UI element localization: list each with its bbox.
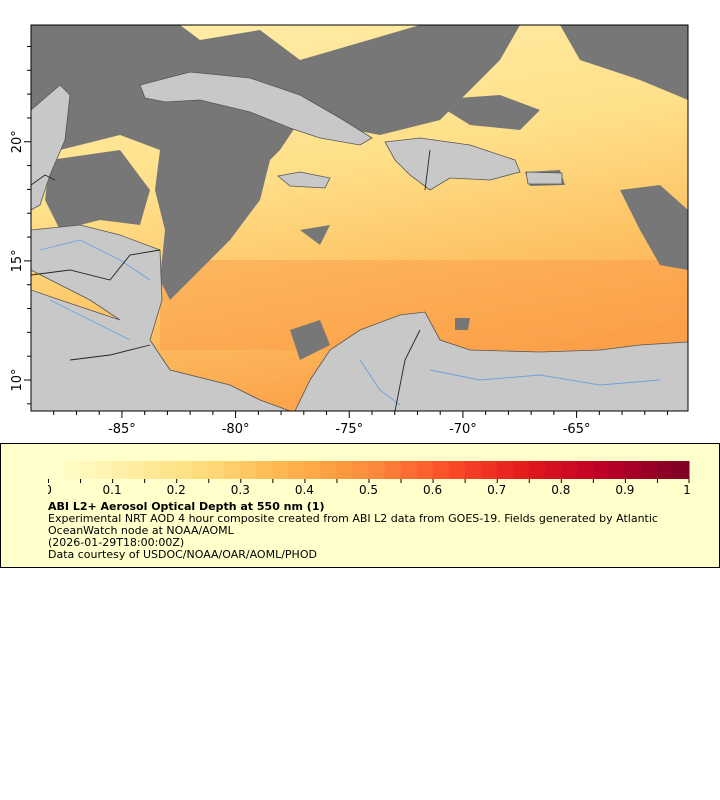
colorbar-label: 0.3	[231, 483, 250, 497]
puerto-rico	[525, 171, 563, 185]
colorbar-label: 0.4	[295, 483, 314, 497]
map-frame	[30, 24, 689, 412]
legend-description: Experimental NRT AOD 4 hour composite cr…	[48, 512, 658, 537]
colorbar-label: 0.6	[423, 483, 442, 497]
colorbar-swatch	[400, 461, 418, 479]
lon-tick-label: -65°	[563, 422, 591, 437]
colorbar-swatch	[48, 461, 65, 479]
colorbar-swatch	[464, 461, 482, 479]
colorbar-swatch	[384, 461, 402, 479]
colorbar-label: 0.7	[487, 483, 506, 497]
colorbar-swatch	[640, 461, 658, 479]
colorbar-swatch	[208, 461, 225, 479]
legend-panel: 0 0.1 0.2 0.3 0.4 0.5 0.6 0.7 0.8 0.9 1 ABI L2+ Ae…	[0, 443, 720, 568]
lat-tick-label: 20°	[10, 130, 25, 153]
country-borders	[31, 149, 431, 411]
lon-tick-label: -70°	[449, 422, 477, 437]
cuba	[139, 71, 373, 146]
colorbar-swatch	[256, 461, 273, 479]
colorbar-swatch	[160, 461, 177, 479]
colorbar-swatch	[656, 461, 674, 479]
lon-tick-label: -75°	[335, 422, 363, 437]
colorbar-swatch	[176, 461, 193, 479]
lat-tick-label: 10°	[10, 369, 25, 392]
colorbar-swatch	[80, 461, 97, 479]
lon-tick-label: -80°	[222, 422, 250, 437]
hispaniola	[384, 137, 521, 191]
legend-credit: Data courtesy of USDOC/NOAA/OAR/AOML/PHO…	[48, 548, 317, 561]
colorbar-swatch	[448, 461, 466, 479]
jamaica	[277, 171, 331, 189]
colorbar-swatch	[368, 461, 386, 479]
lat-axis: 20° 15° 10°	[10, 45, 31, 405]
colorbar-swatch	[320, 461, 337, 479]
aod-map: -85° -80° -75° -70° -65° 20° 15° 10°	[10, 24, 689, 437]
colorbar-label: 0.5	[359, 483, 378, 497]
central-america	[31, 224, 291, 411]
colorbar-swatch	[224, 461, 241, 479]
rivers	[39, 239, 661, 406]
colorbar-label: 0.9	[615, 483, 634, 497]
colorbar-label: 0.2	[167, 483, 186, 497]
colorbar-swatch	[576, 461, 594, 479]
colorbar-label: 0.8	[551, 483, 570, 497]
colorbar-swatch	[672, 461, 690, 479]
south-america	[294, 311, 688, 411]
lat-tick-label: 15°	[10, 249, 25, 272]
colorbar-swatch	[608, 461, 626, 479]
colorbar-label: 0.1	[103, 483, 122, 497]
colorbar-swatch	[432, 461, 450, 479]
colorbar-swatch	[480, 461, 498, 479]
colorbar-swatch	[496, 461, 514, 479]
lon-tick-label: -85°	[108, 422, 136, 437]
colorbar-label: 1	[683, 483, 691, 497]
colorbar-swatch	[624, 461, 642, 479]
colorbar: 0 0.1 0.2 0.3 0.4 0.5 0.6 0.7 0.8 0.9 1	[48, 461, 691, 497]
legend-time: (2026-01-29T18:00:00Z)	[48, 536, 185, 549]
colorbar-swatch	[112, 461, 129, 479]
colorbar-swatch	[352, 461, 369, 479]
colorbar-swatch	[64, 461, 81, 479]
colorbar-swatch	[288, 461, 305, 479]
land-masses	[31, 71, 688, 411]
colorbar-label: 0	[48, 483, 52, 497]
colorbar-swatch	[512, 461, 530, 479]
colorbar-swatch	[240, 461, 257, 479]
colorbar-swatch	[560, 461, 578, 479]
colorbar-swatch	[592, 461, 610, 479]
colorbar-swatch	[192, 461, 209, 479]
yucatan	[31, 84, 71, 211]
colorbar-swatch	[304, 461, 321, 479]
colorbar-swatch	[336, 461, 353, 479]
colorbar-swatch	[272, 461, 289, 479]
colorbar-swatch	[544, 461, 562, 479]
lon-axis: -85° -80° -75° -70° -65°	[53, 411, 669, 437]
colorbar-swatch	[96, 461, 113, 479]
colorbar-swatch	[416, 461, 434, 479]
colorbar-swatch	[528, 461, 546, 479]
legend-title: ABI L2+ Aerosol Optical Depth at 550 nm …	[48, 500, 325, 513]
colorbar-swatch	[144, 461, 161, 479]
colorbar-swatch	[128, 461, 145, 479]
